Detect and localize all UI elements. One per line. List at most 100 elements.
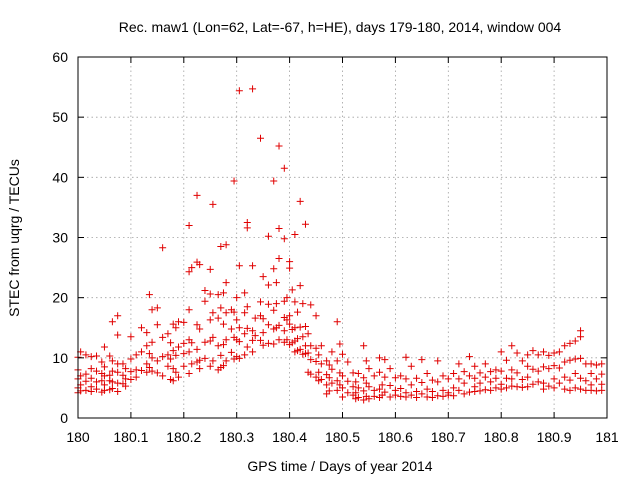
data-point (370, 372, 378, 380)
data-point (132, 351, 140, 359)
data-point (201, 297, 209, 305)
data-point (587, 360, 595, 368)
data-point (518, 383, 526, 391)
data-point (550, 375, 558, 383)
data-point (270, 265, 278, 273)
data-point (291, 324, 299, 332)
data-point (259, 341, 267, 349)
data-point (167, 339, 175, 347)
data-point (460, 368, 468, 376)
data-point (307, 342, 315, 350)
data-point (561, 358, 569, 366)
data-point (272, 300, 280, 308)
data-point (566, 339, 574, 347)
data-point (201, 354, 209, 362)
data-point (349, 369, 357, 377)
data-point (169, 347, 177, 355)
axis-ticks: 180 180.1 180.2 180.3 180.4 180.5 180.6 180.7 18… (52, 49, 618, 445)
data-point (455, 375, 463, 383)
data-point (344, 358, 352, 366)
data-point (481, 386, 489, 394)
data-point (391, 391, 399, 399)
x-tick-label: 180.8 (484, 429, 519, 445)
data-point (196, 261, 204, 269)
data-point (100, 343, 108, 351)
data-point (555, 379, 563, 387)
data-point (460, 390, 468, 398)
x-tick-label: 180.4 (272, 429, 307, 445)
data-point (317, 360, 325, 368)
data-point (243, 343, 251, 351)
data-point (185, 306, 193, 314)
data-point (360, 374, 368, 382)
data-point (428, 388, 436, 396)
x-tick-label: 180.5 (325, 429, 360, 445)
data-point (206, 290, 214, 298)
data-point (283, 294, 291, 302)
data-point (561, 373, 569, 381)
data-point (222, 336, 230, 344)
data-point (219, 289, 227, 297)
data-point (592, 387, 600, 395)
data-point (301, 220, 309, 228)
data-point (418, 356, 426, 364)
data-point (315, 368, 323, 376)
data-point (172, 368, 180, 376)
data-point (471, 374, 479, 382)
data-point (566, 376, 574, 384)
data-point (193, 321, 201, 329)
data-point (127, 333, 135, 341)
data-point (577, 374, 585, 382)
data-point (561, 385, 569, 393)
data-point (550, 384, 558, 392)
data-point (370, 386, 378, 394)
data-point (333, 377, 341, 385)
data-point (280, 164, 288, 172)
data-point (413, 388, 421, 396)
data-point (185, 348, 193, 356)
data-point (534, 351, 542, 359)
data-point (233, 294, 241, 302)
data-point (230, 177, 238, 185)
data-point (354, 384, 362, 392)
data-point (159, 353, 167, 361)
data-point (241, 351, 249, 359)
data-point (497, 348, 505, 356)
data-point (108, 357, 116, 365)
data-point (376, 354, 384, 362)
data-point (362, 379, 370, 387)
data-point (217, 243, 225, 251)
data-point (222, 279, 230, 287)
data-point (439, 372, 447, 380)
data-point (145, 291, 153, 299)
data-point (339, 384, 346, 392)
data-point (328, 365, 336, 373)
x-tick-label: 180 (66, 429, 90, 445)
data-point (209, 357, 217, 365)
data-point (145, 350, 153, 358)
data-point (540, 385, 548, 393)
data-point (275, 321, 283, 329)
data-point (235, 354, 243, 362)
data-point (196, 365, 204, 373)
data-point (257, 298, 265, 306)
data-point (159, 372, 167, 380)
data-point (185, 268, 193, 276)
data-point (487, 368, 495, 376)
data-point (159, 333, 167, 341)
data-point (227, 348, 235, 356)
data-point (185, 221, 193, 229)
data-points (74, 85, 606, 404)
data-point (299, 333, 307, 341)
data-point (230, 308, 238, 316)
data-point (587, 369, 595, 377)
data-point (550, 349, 558, 357)
data-point (323, 357, 331, 365)
data-point (450, 392, 458, 400)
data-point (153, 321, 161, 329)
data-point (209, 200, 217, 208)
data-point (291, 230, 299, 238)
data-point (222, 309, 230, 317)
data-point (235, 262, 243, 270)
